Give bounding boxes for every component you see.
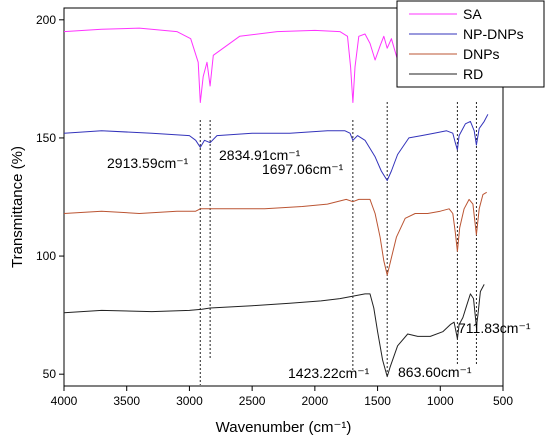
x-tick-label: 4000: [51, 394, 78, 408]
series-line-rd: [63, 284, 485, 378]
legend-label: DNPs: [463, 46, 500, 62]
y-tick-label: 100: [36, 249, 56, 263]
x-tick-label: 3000: [176, 394, 203, 408]
peak-annotation-label: 863.60cm⁻¹: [398, 364, 472, 380]
legend: SA NP-DNPs DNPs RD: [396, 0, 545, 88]
peak-annotation-label: 2913.59cm⁻¹: [107, 155, 189, 171]
plot-frame: [63, 7, 504, 387]
peak-annotation-label: 1423.22cm⁻¹: [288, 365, 370, 381]
legend-label: NP-DNPs: [463, 26, 524, 42]
legend-box: [396, 0, 545, 88]
peak-annotation-label: 711.83cm⁻¹: [458, 320, 531, 336]
y-axis: 50 100 150 200: [36, 13, 64, 381]
reference-lines: [199, 102, 477, 385]
y-tick-label: 150: [36, 131, 56, 145]
legend-label: SA: [463, 6, 482, 22]
y-axis-label: Transmittance (%): [9, 146, 26, 268]
x-tick-label: 3500: [113, 394, 140, 408]
x-tick-label: 2000: [302, 394, 329, 408]
x-axis: 4000 3500 3000 2500 2000 1500 1000 500: [51, 386, 513, 408]
y-tick-label: 50: [43, 367, 57, 381]
peak-annotation-label: 2834.91cm⁻¹: [219, 147, 301, 163]
peak-annotation-label: 1697.06cm⁻¹: [262, 161, 344, 177]
x-axis-label: Wavenumber (cm⁻¹): [216, 419, 352, 436]
y-tick-label: 200: [36, 13, 56, 27]
x-tick-label: 1500: [364, 394, 391, 408]
series-line-dnps: [63, 191, 487, 276]
series-line-np-dnps: [63, 114, 489, 181]
x-tick-label: 2500: [239, 394, 266, 408]
legend-label: RD: [463, 66, 483, 82]
x-tick-label: 1000: [427, 394, 454, 408]
x-tick-label: 500: [493, 394, 513, 408]
